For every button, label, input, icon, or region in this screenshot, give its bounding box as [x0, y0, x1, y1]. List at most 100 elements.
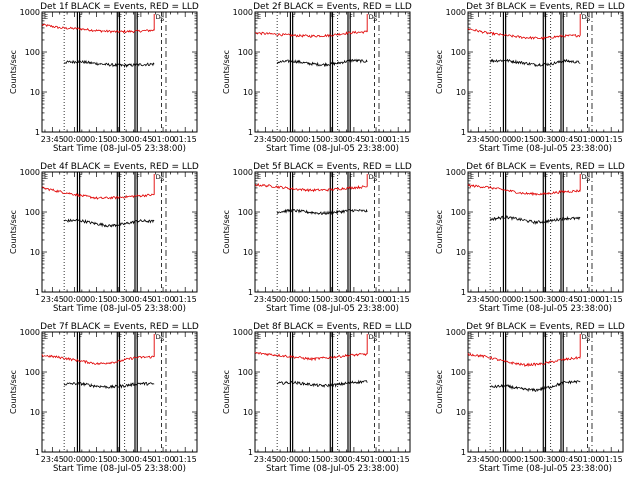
x-tick-label: 23:45	[41, 295, 64, 304]
flag-label: D	[369, 173, 374, 181]
x-tick-label: 01:15	[174, 135, 197, 144]
flag-label: D	[582, 333, 587, 341]
panel-det-4: Det 4f BLACK = Events, RED = LLD 1 10 100 10…	[9, 162, 199, 314]
y-axis-label: Counts/sec	[222, 50, 231, 94]
flag-label: F	[544, 333, 548, 341]
panel-det-1: Det 1f BLACK = Events, RED = LLD 1 10 100 10…	[9, 2, 199, 154]
x-tick-label: 01:00	[365, 455, 388, 464]
flag-label: S	[160, 175, 164, 183]
flag-label: E	[470, 13, 474, 21]
y-tick-label: 1	[248, 448, 253, 457]
y-tick-label: 1000	[20, 8, 40, 17]
x-axis-label: Start Time (08-Jul-05 23:38:00)	[266, 464, 399, 474]
y-tick-label: 1000	[233, 328, 253, 337]
x-tick-label: 00:00	[63, 455, 86, 464]
x-tick-label: 23:45	[467, 295, 490, 304]
flag-label: E	[257, 13, 261, 21]
flag-label: E	[257, 333, 261, 341]
y-tick-label: 1000	[233, 8, 253, 17]
panel-det-8: Det 8f BLACK = Events, RED = LLD 1 10 100 10…	[222, 322, 412, 474]
panel-det-2: Det 2f BLACK = Events, RED = LLD 1 10 100 10…	[222, 2, 412, 154]
y-tick-label: 1000	[233, 168, 253, 177]
x-tick-label: 00:45	[129, 295, 152, 304]
y-tick-label: 10	[243, 248, 253, 257]
flag-label: S	[373, 335, 377, 343]
x-tick-label: 23:45	[254, 135, 277, 144]
flag-label: E	[470, 333, 474, 341]
flag-label: F	[504, 13, 508, 21]
y-tick-label: 1	[248, 288, 253, 297]
y-axis-label: Counts/sec	[9, 210, 18, 254]
x-tick-label: 00:45	[342, 135, 365, 144]
flag-label: S	[586, 335, 590, 343]
flag-label: F	[78, 333, 82, 341]
x-tick-label: 00:45	[129, 455, 152, 464]
y-tick-label: 1	[461, 288, 466, 297]
flag-label: F	[562, 13, 566, 21]
flag-label: F	[331, 173, 335, 181]
lld-series-line	[467, 352, 581, 368]
lld-series-line	[41, 186, 155, 200]
flag-label: F	[291, 173, 295, 181]
lld-series-line	[254, 351, 368, 362]
x-tick-label: 01:00	[578, 135, 601, 144]
x-tick-label: 00:15	[511, 135, 534, 144]
flag-label: F	[291, 333, 295, 341]
x-tick-label: 00:15	[511, 295, 534, 304]
x-tick-label: 00:00	[276, 455, 299, 464]
flag-label: S	[160, 15, 164, 23]
events-series-line	[63, 218, 155, 228]
flag-label: S	[373, 15, 377, 23]
x-tick-label: 01:15	[600, 135, 623, 144]
x-tick-label: 01:15	[600, 455, 623, 464]
y-tick-label: 1000	[20, 168, 40, 177]
x-tick-label: 00:00	[489, 135, 512, 144]
flag-label: E	[44, 173, 48, 181]
x-tick-label: 01:00	[152, 295, 175, 304]
x-tick-label: 00:30	[107, 135, 130, 144]
y-axis-label: Counts/sec	[435, 50, 444, 94]
x-tick-label: 00:30	[533, 135, 556, 144]
x-tick-label: 23:45	[467, 135, 490, 144]
y-tick-label: 10	[30, 248, 40, 257]
lld-series-line	[467, 184, 581, 197]
x-tick-label: 00:15	[298, 455, 321, 464]
x-tick-label: 00:00	[276, 295, 299, 304]
y-tick-label: 10	[243, 408, 253, 417]
x-tick-label: 00:30	[320, 295, 343, 304]
y-tick-label: 1000	[20, 328, 40, 337]
flag-label: S	[586, 175, 590, 183]
y-tick-label: 100	[25, 48, 40, 57]
y-tick-label: 10	[30, 88, 40, 97]
flag-label: E	[44, 333, 48, 341]
panel-det-5: Det 5f BLACK = Events, RED = LLD 1 10 100 10…	[222, 162, 412, 314]
y-tick-label: 10	[30, 408, 40, 417]
x-tick-label: 00:45	[129, 135, 152, 144]
x-tick-label: 00:30	[533, 295, 556, 304]
x-tick-label: 00:45	[555, 135, 578, 144]
x-tick-label: 00:15	[85, 295, 108, 304]
x-tick-label: 00:30	[320, 135, 343, 144]
x-axis-label: Start Time (08-Jul-05 23:38:00)	[266, 304, 399, 314]
y-axis-label: Counts/sec	[9, 50, 18, 94]
events-series-line	[63, 59, 155, 68]
y-tick-label: 10	[456, 408, 466, 417]
y-tick-label: 1	[35, 448, 40, 457]
x-tick-label: 01:00	[152, 455, 175, 464]
x-tick-label: 00:30	[107, 455, 130, 464]
x-axis-label: Start Time (08-Jul-05 23:38:00)	[53, 464, 186, 474]
flag-label: F	[78, 13, 82, 21]
x-tick-label: 01:00	[152, 135, 175, 144]
x-tick-label: 00:15	[298, 135, 321, 144]
flag-label: E	[44, 13, 48, 21]
flag-label: D	[582, 173, 587, 181]
x-tick-label: 23:45	[41, 135, 64, 144]
x-tick-label: 00:45	[555, 295, 578, 304]
y-tick-label: 1	[461, 128, 466, 137]
flag-label: D	[369, 333, 374, 341]
flag-label: D	[369, 13, 374, 21]
lld-series-line	[254, 182, 368, 193]
x-tick-label: 00:00	[276, 135, 299, 144]
events-series-line	[489, 380, 581, 392]
y-tick-label: 1	[248, 128, 253, 137]
